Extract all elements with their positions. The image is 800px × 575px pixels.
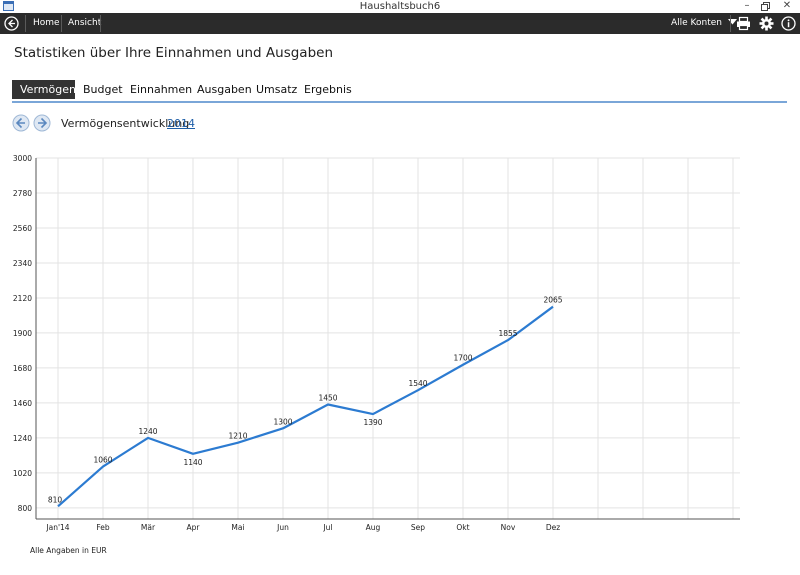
tab-underline bbox=[12, 101, 787, 103]
appbar-separator bbox=[61, 15, 62, 32]
x-tick-label: Okt bbox=[456, 523, 469, 532]
x-tick-label: Nov bbox=[501, 523, 516, 532]
close-button[interactable]: ✕ bbox=[782, 0, 792, 11]
y-tick-label: 1900 bbox=[13, 329, 32, 338]
appbar-separator bbox=[730, 15, 731, 32]
y-tick-label: 800 bbox=[18, 504, 33, 513]
home-menu[interactable]: Home bbox=[33, 18, 60, 28]
y-tick-label: 1680 bbox=[13, 364, 32, 373]
x-tick-label: Mai bbox=[231, 523, 244, 532]
x-tick-label: Jul bbox=[322, 523, 332, 532]
tab-ergebnis[interactable]: Ergebnis bbox=[304, 83, 352, 96]
x-tick-label: Feb bbox=[96, 523, 110, 532]
y-tick-label: 1020 bbox=[13, 469, 32, 478]
x-tick-label: Mär bbox=[141, 523, 156, 532]
data-label: 1300 bbox=[273, 417, 292, 426]
data-label: 1855 bbox=[498, 329, 517, 338]
restore-button[interactable] bbox=[758, 0, 772, 13]
tab-umsatz[interactable]: Umsatz bbox=[256, 83, 298, 96]
tab-budget[interactable]: Budget bbox=[83, 83, 123, 96]
x-tick-label: Dez bbox=[546, 523, 560, 532]
wealth-line-chart: 800 1020 1240 1460 1680 1900 2120 2340 2560 2780 3… bbox=[13, 154, 740, 532]
data-label: 1700 bbox=[453, 354, 472, 363]
next-year-button[interactable] bbox=[33, 114, 51, 132]
data-label: 1240 bbox=[138, 427, 157, 436]
info-icon[interactable] bbox=[781, 16, 796, 31]
data-label: 1210 bbox=[228, 432, 247, 441]
data-label: 810 bbox=[48, 495, 63, 504]
printer-icon[interactable] bbox=[736, 16, 751, 31]
arrow-right-icon bbox=[38, 117, 48, 129]
minimize-button[interactable]: – bbox=[744, 0, 750, 11]
page-title: Statistiken über Ihre Einnahmen und Ausg… bbox=[14, 45, 334, 61]
x-tick-label: Jan'14 bbox=[45, 523, 69, 532]
window-title: Haushaltsbuch6 bbox=[359, 1, 441, 12]
data-label: 1140 bbox=[183, 458, 202, 467]
tab-vermoegen[interactable]: Vermögen bbox=[12, 80, 76, 99]
chart-subtitle: Vermögensentwicklung bbox=[61, 117, 190, 130]
gear-icon[interactable] bbox=[759, 16, 774, 31]
app-icon bbox=[3, 1, 14, 11]
y-tick-label: 1240 bbox=[13, 434, 32, 443]
y-tick-label: 3000 bbox=[13, 154, 32, 163]
previous-year-button[interactable] bbox=[12, 114, 30, 132]
data-label: 2065 bbox=[543, 296, 562, 305]
y-tick-label: 2560 bbox=[13, 224, 32, 233]
x-tick-label: Jun bbox=[276, 523, 289, 532]
accounts-dropdown[interactable]: Alle Konten bbox=[671, 13, 737, 34]
x-tick-label: Apr bbox=[187, 523, 201, 532]
x-tick-label: Sep bbox=[411, 523, 425, 532]
data-label: 1450 bbox=[318, 393, 337, 402]
accounts-dropdown-label: Alle Konten bbox=[671, 18, 722, 28]
tab-ausgaben[interactable]: Ausgaben bbox=[197, 83, 252, 96]
tab-einnahmen[interactable]: Einnahmen bbox=[130, 83, 193, 96]
y-tick-label: 2780 bbox=[13, 189, 32, 198]
y-tick-label: 2340 bbox=[13, 259, 32, 268]
y-tick-label: 1460 bbox=[13, 399, 32, 408]
y-tick-label: 2120 bbox=[13, 294, 32, 303]
series-line bbox=[57, 305, 554, 508]
app-bar: Home Ansicht Alle Konten bbox=[0, 13, 800, 34]
appbar-separator bbox=[100, 15, 101, 32]
year-link[interactable]: 2014 bbox=[167, 117, 195, 130]
view-menu[interactable]: Ansicht bbox=[68, 18, 102, 28]
restore-icon bbox=[760, 2, 770, 11]
back-icon[interactable] bbox=[4, 16, 19, 31]
data-label: 1060 bbox=[93, 456, 112, 465]
arrow-left-icon bbox=[15, 117, 25, 129]
data-label: 1540 bbox=[408, 379, 427, 388]
data-label: 1390 bbox=[363, 418, 382, 427]
x-tick-label: Aug bbox=[366, 523, 381, 532]
currency-footnote: Alle Angaben in EUR bbox=[30, 546, 107, 555]
appbar-separator bbox=[25, 15, 26, 32]
window-titlebar: Haushaltsbuch6 – ✕ bbox=[0, 0, 800, 13]
